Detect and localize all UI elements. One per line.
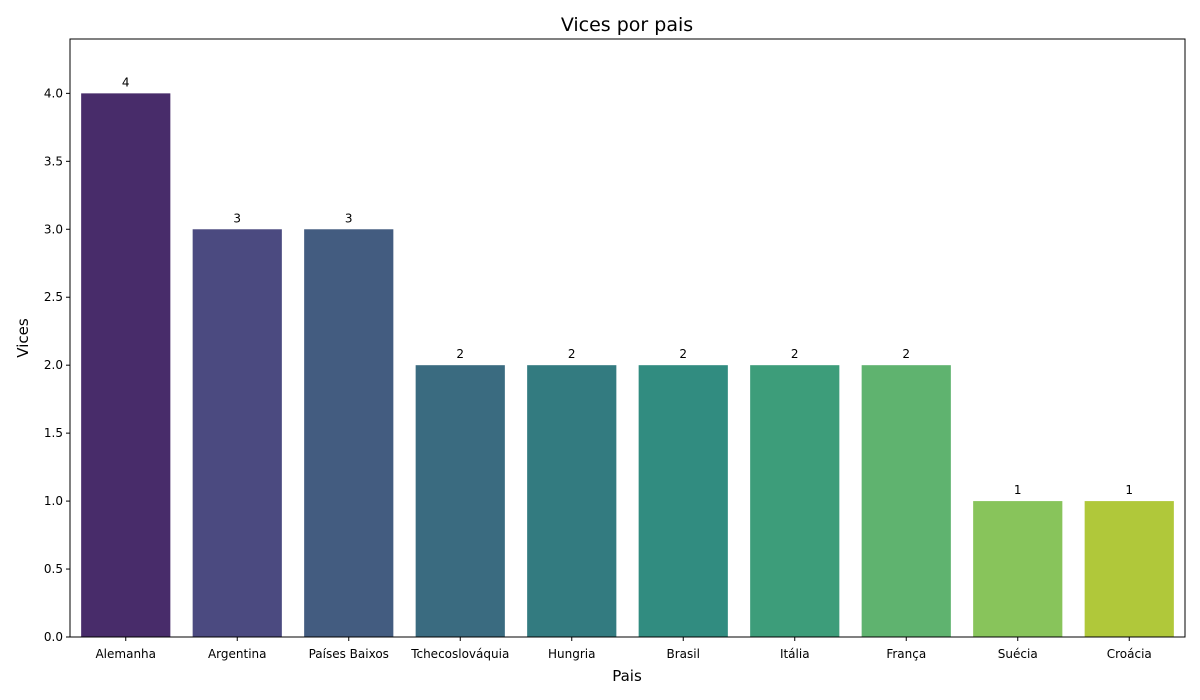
x-tick-label: Itália [780,647,810,661]
bar-value-label: 3 [233,211,241,225]
plot-frame [69,38,1186,638]
y-axis: 0.0 0.5 1.0 1.5 2.0 2.5 3.0 3.5 4.0 [44,86,70,644]
bar-value-label: 2 [679,347,687,361]
x-axis-title: Pais [612,667,642,685]
bar-itália [750,365,840,637]
bar-alemanha [81,93,171,637]
bar-argentina [192,229,282,638]
y-tick-label: 1.5 [44,426,63,440]
y-tick-label: 3.5 [44,154,63,168]
x-tick-label: Brasil [667,647,700,661]
bar-value-label: 4 [122,75,130,89]
y-tick-label: 0.5 [44,562,63,576]
bar-croácia [1084,501,1174,637]
bar-países-baixos [304,229,394,638]
x-tick-label: França [886,647,926,661]
y-axis-title: Vices [14,318,32,358]
bar-tchecoslováquia [415,365,505,637]
x-tick-label: Países Baixos [309,647,389,661]
bar-suécia [973,501,1063,637]
x-tick-label: Suécia [998,647,1038,661]
y-tick-label: 3.0 [44,222,63,236]
x-tick-label: Tchecoslováquia [410,647,509,661]
bar-hungria [527,365,617,637]
x-tick-label: Croácia [1107,647,1152,661]
y-tick-label: 0.0 [44,630,63,644]
bar-value-label: 2 [902,347,910,361]
x-tick-label: Alemanha [95,647,156,661]
bar-brasil [638,365,728,637]
y-tick-label: 4.0 [44,86,63,100]
y-tick-label: 2.5 [44,290,63,304]
bar-value-label: 3 [345,211,353,225]
bars-group: 4 3 3 2 2 2 2 2 1 1 [81,75,1174,638]
bar-value-label: 2 [568,347,576,361]
x-tick-label: Argentina [208,647,267,661]
bar-value-label: 1 [1125,483,1133,497]
x-axis: Alemanha Argentina Países Baixos Tchecoslov… [95,637,1152,661]
y-tick-label: 2.0 [44,358,63,372]
bar-value-label: 2 [791,347,799,361]
chart-title: Vices por pais [561,14,693,36]
y-tick-label: 1.0 [44,494,63,508]
x-tick-label: Hungria [548,647,595,661]
bar-frança [861,365,951,637]
bar-value-label: 1 [1014,483,1022,497]
bar-value-label: 2 [456,347,464,361]
